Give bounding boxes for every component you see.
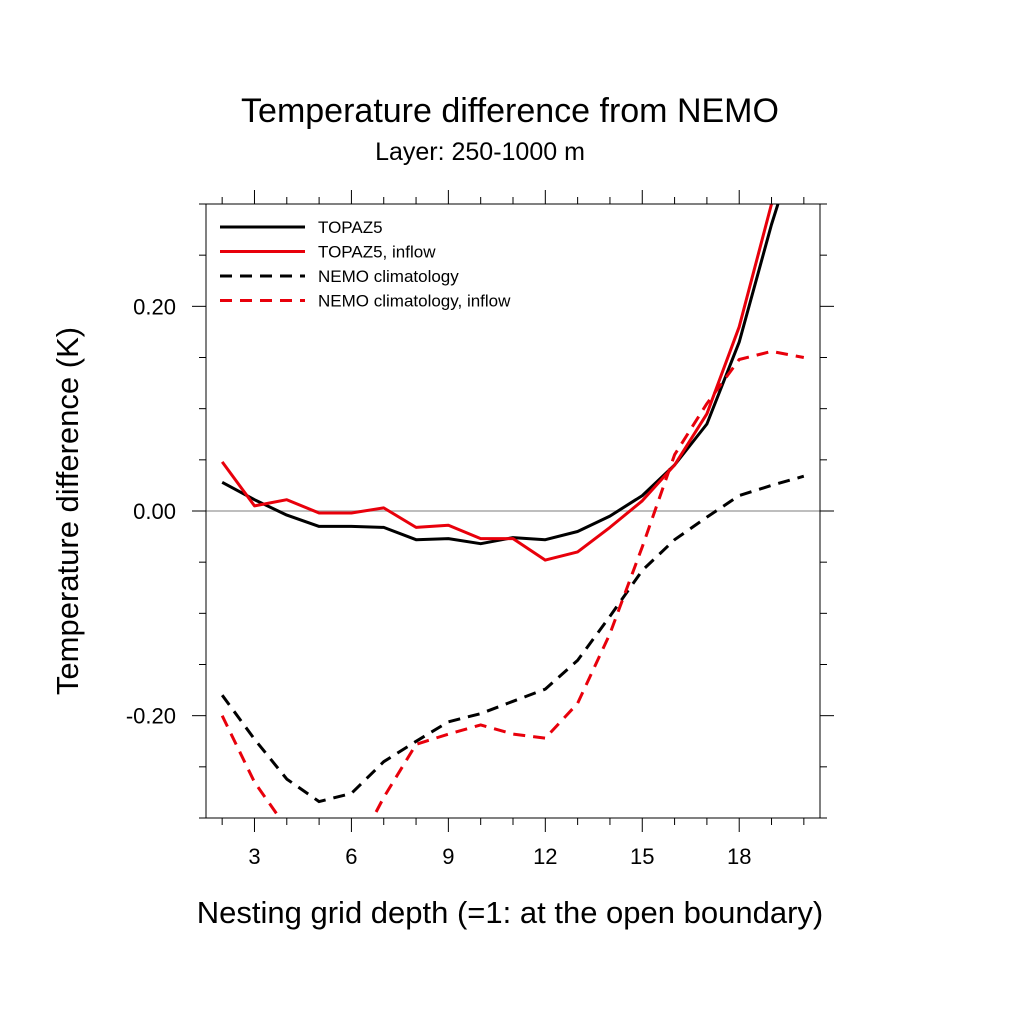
y-tick-label: 0.20: [133, 294, 176, 319]
x-tick-label: 6: [345, 844, 357, 869]
legend-label-1: TOPAZ5: [318, 218, 383, 237]
x-axis-label: Nesting grid depth (=1: at the open boun…: [197, 895, 823, 930]
y-tick-label: 0.00: [133, 499, 176, 524]
x-tick-label: 18: [727, 844, 751, 869]
legend-label-4: NEMO climatology, inflow: [318, 292, 511, 311]
series-line-3: [220, 474, 805, 804]
x-tick-label: 15: [630, 844, 654, 869]
series-line-4: [220, 349, 805, 818]
x-tick-label: 9: [442, 844, 454, 869]
legend-label-3: NEMO climatology: [318, 267, 459, 286]
chart-title: Temperature difference from NEMO: [241, 92, 779, 130]
legend-label-2: TOPAZ5, inflow: [318, 243, 436, 262]
series-line-2: [220, 204, 774, 562]
series-line-1: [221, 204, 780, 546]
x-tick-label: 3: [248, 844, 260, 869]
x-tick-label: 12: [533, 844, 557, 869]
y-tick-label: -0.20: [126, 704, 176, 729]
y-axis-label: Temperature difference (K): [50, 327, 85, 695]
chart-subtitle: Layer: 250-1000 m: [375, 138, 585, 166]
